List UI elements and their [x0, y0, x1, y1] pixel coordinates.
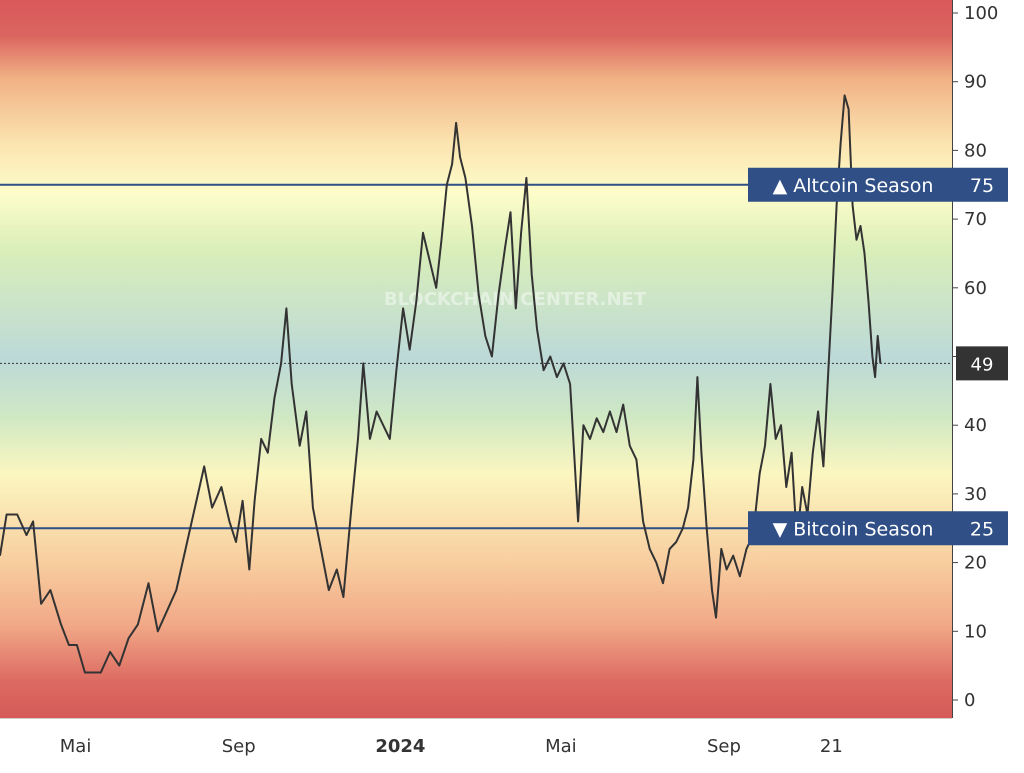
x-tick-label: Sep	[222, 736, 256, 757]
current-value-badge-bg	[956, 346, 1008, 381]
y-tick-label: 20	[964, 553, 987, 574]
y-tick-label: 100	[964, 3, 998, 24]
x-tick-label: Mai	[545, 736, 577, 757]
x-axis-ticks: Mai Sep 2024 Mai Sep 21	[60, 736, 843, 757]
reference-label-bg	[748, 167, 1008, 202]
y-tick-label: 60	[964, 278, 987, 299]
y-tick-label: 80	[964, 140, 987, 161]
y-tick-label: 10	[964, 621, 987, 642]
reference-label: ▲ Altcoin Season	[773, 175, 934, 197]
x-axis-background	[0, 718, 952, 769]
plot-background	[0, 0, 952, 718]
y-tick-label: 70	[964, 209, 987, 230]
current-value-label: 49	[971, 354, 994, 375]
x-tick-label: Mai	[60, 736, 92, 757]
y-tick-label: 40	[964, 415, 987, 436]
y-axis-ticks: 1009080706050403020100	[952, 3, 998, 711]
x-tick-label: Sep	[707, 736, 741, 757]
x-tick-label: 2024	[375, 736, 425, 757]
reference-value: 25	[970, 518, 994, 540]
series-line-altcoin-index	[0, 94, 882, 674]
reference-label: ▼ Bitcoin Season	[773, 518, 934, 540]
x-tick-label: 21	[820, 736, 843, 757]
y-tick-label: 90	[964, 72, 987, 93]
reference-label-bg	[748, 511, 1008, 546]
y-tick-label: 0	[964, 690, 975, 711]
y-tick-label: 30	[964, 484, 987, 505]
current-value-badge: 49	[956, 346, 1008, 381]
reference-value: 75	[970, 175, 994, 197]
axis-background	[952, 0, 1024, 769]
reference-labels: ▲ Altcoin Season 75 ▼ Bitcoin Season 25	[748, 167, 1008, 546]
